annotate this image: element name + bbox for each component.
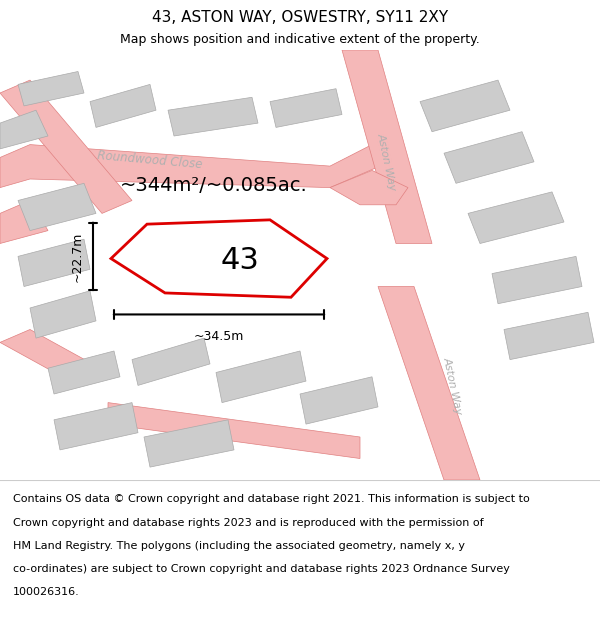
Text: 100026316.: 100026316. [13,588,80,598]
Polygon shape [54,402,138,450]
Polygon shape [420,80,510,132]
Polygon shape [30,291,96,338]
Polygon shape [18,183,96,231]
Text: Aston Way: Aston Way [376,132,398,192]
Text: ~22.7m: ~22.7m [71,231,84,282]
Polygon shape [378,286,480,480]
Polygon shape [216,351,306,403]
Text: ~344m²/~0.085ac.: ~344m²/~0.085ac. [120,176,308,195]
Text: 43: 43 [221,246,259,275]
Polygon shape [18,71,84,106]
Text: co-ordinates) are subject to Crown copyright and database rights 2023 Ordnance S: co-ordinates) are subject to Crown copyr… [13,564,510,574]
Text: HM Land Registry. The polygons (including the associated geometry, namely x, y: HM Land Registry. The polygons (includin… [13,541,465,551]
Polygon shape [504,312,594,359]
Text: Contains OS data © Crown copyright and database right 2021. This information is : Contains OS data © Crown copyright and d… [13,494,530,504]
Polygon shape [48,351,120,394]
Polygon shape [0,144,390,188]
Polygon shape [144,420,234,467]
Polygon shape [0,110,48,149]
Polygon shape [132,338,210,386]
Polygon shape [108,402,360,459]
Text: ~34.5m: ~34.5m [194,329,244,342]
Polygon shape [18,239,90,286]
Text: Aston Way: Aston Way [442,356,464,415]
Polygon shape [330,171,408,205]
Polygon shape [0,80,132,213]
Polygon shape [0,329,108,386]
Polygon shape [270,89,342,127]
Text: Map shows position and indicative extent of the property.: Map shows position and indicative extent… [120,32,480,46]
Text: Roundwood Close: Roundwood Close [97,149,203,171]
Polygon shape [168,98,258,136]
Polygon shape [0,201,48,244]
Polygon shape [300,377,378,424]
Polygon shape [444,132,534,183]
Polygon shape [90,84,156,127]
Polygon shape [342,50,432,244]
Text: 43, ASTON WAY, OSWESTRY, SY11 2XY: 43, ASTON WAY, OSWESTRY, SY11 2XY [152,10,448,25]
Polygon shape [468,192,564,244]
Polygon shape [492,256,582,304]
Text: Crown copyright and database rights 2023 and is reproduced with the permission o: Crown copyright and database rights 2023… [13,518,484,528]
